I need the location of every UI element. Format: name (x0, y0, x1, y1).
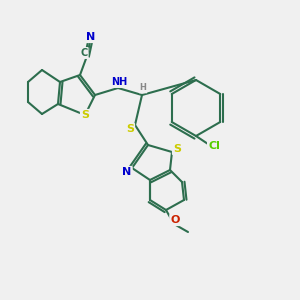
Text: S: S (81, 110, 89, 120)
Text: NH: NH (111, 77, 127, 87)
Text: H: H (140, 83, 146, 92)
Text: O: O (170, 215, 180, 225)
Text: N: N (86, 32, 96, 42)
Text: N: N (122, 167, 132, 177)
Text: Cl: Cl (208, 141, 220, 151)
Text: S: S (173, 144, 181, 154)
Text: S: S (126, 124, 134, 134)
Text: C: C (80, 48, 88, 58)
